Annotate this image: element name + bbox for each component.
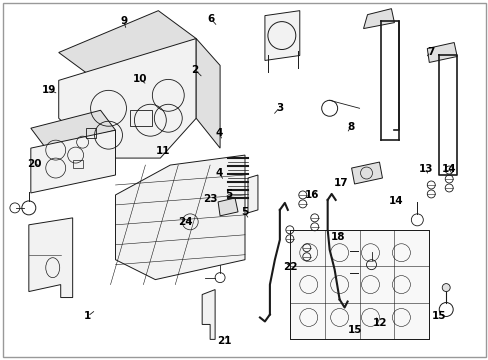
Polygon shape [196,39,220,148]
Text: 12: 12 [372,318,386,328]
Text: 6: 6 [207,14,215,24]
Text: 20: 20 [27,159,41,169]
Text: 9: 9 [120,17,127,27]
Polygon shape [31,130,115,193]
Text: 4: 4 [215,128,223,138]
Text: 4: 4 [215,168,223,178]
Text: 3: 3 [275,103,283,113]
Text: 7: 7 [426,46,433,57]
Text: 15: 15 [347,325,362,335]
Polygon shape [115,155,244,280]
Polygon shape [202,289,215,339]
Text: 19: 19 [41,85,56,95]
Polygon shape [264,11,299,60]
Text: 5: 5 [225,189,232,199]
Polygon shape [427,42,456,62]
Text: 17: 17 [333,178,347,188]
Text: 13: 13 [418,163,432,174]
Polygon shape [363,9,394,28]
Ellipse shape [46,258,60,278]
Text: 23: 23 [203,194,217,204]
Text: 2: 2 [191,64,198,75]
Polygon shape [218,198,238,216]
Text: 5: 5 [241,207,247,217]
Text: 14: 14 [388,196,403,206]
Text: 14: 14 [441,163,455,174]
Polygon shape [31,110,115,148]
Text: 1: 1 [84,311,91,321]
Text: 24: 24 [178,217,192,227]
Text: 11: 11 [155,145,169,156]
Bar [85,128,95,138]
Text: 10: 10 [132,74,147,84]
Bar [73,160,82,168]
Text: 15: 15 [431,311,446,320]
Text: 16: 16 [304,190,318,200]
Polygon shape [59,11,196,80]
Bar [130,110,152,126]
Bar [289,230,428,339]
Polygon shape [59,39,196,158]
Polygon shape [247,175,258,213]
Circle shape [441,284,449,292]
Polygon shape [351,162,382,184]
Text: 21: 21 [216,336,231,346]
Polygon shape [29,218,73,298]
Text: 8: 8 [346,122,354,132]
Text: 22: 22 [283,262,297,272]
Text: 18: 18 [330,232,345,242]
